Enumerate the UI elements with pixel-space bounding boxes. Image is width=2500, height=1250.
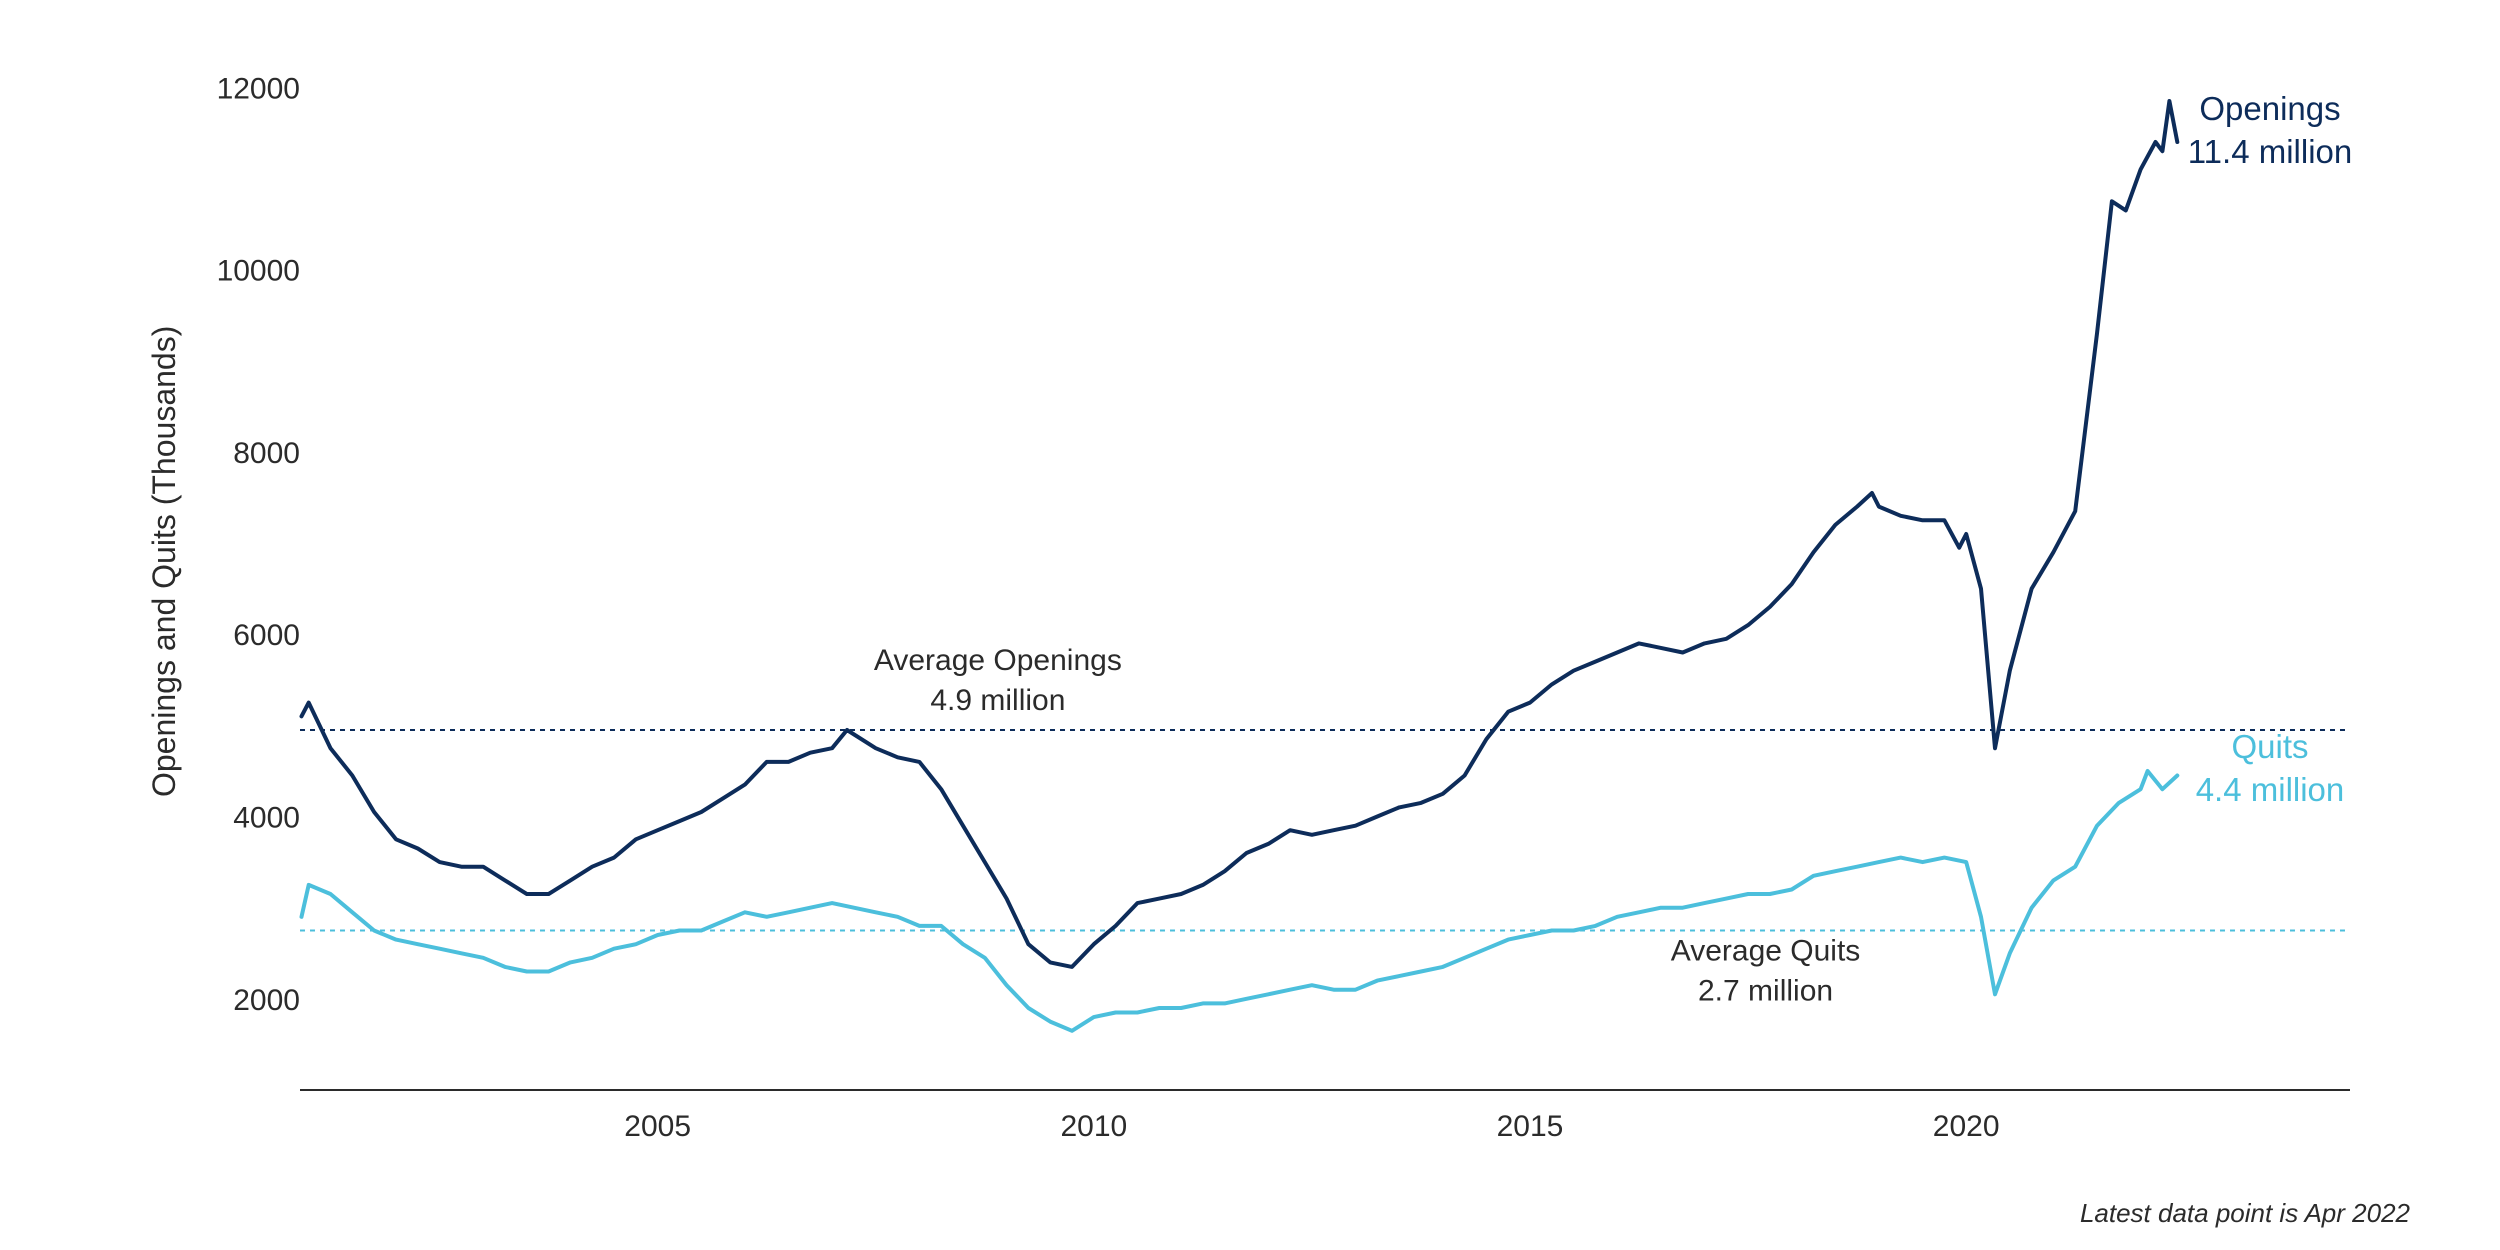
y-tick-label: 8000	[233, 437, 300, 470]
end-label-value: 11.4 million	[2188, 133, 2352, 170]
x-tick-label: 2020	[1933, 1110, 2000, 1143]
end-label-title: Quits	[2231, 728, 2308, 765]
series-line-openings	[299, 99, 2180, 969]
y-tick-label: 4000	[233, 802, 300, 835]
series-lines	[299, 99, 2180, 1033]
x-tick-label: 2015	[1497, 1110, 1564, 1143]
x-tick-label: 2010	[1060, 1110, 1127, 1143]
x-tick-label: 2005	[624, 1110, 691, 1143]
latest-data-note: Latest data point is Apr 2022	[2079, 1198, 2410, 1228]
y-axis-ticks: 2000 4000 6000 8000 10000 12000	[217, 72, 300, 1017]
end-label-value: 4.4 million	[2196, 771, 2345, 808]
y-tick-label: 10000	[217, 255, 300, 288]
reference-label-title: Average Openings	[874, 644, 1122, 677]
y-tick-label: 6000	[233, 619, 300, 652]
end-label-title: Openings	[2199, 90, 2340, 127]
y-axis-label: Openings and Quits (Thousands)	[146, 326, 182, 797]
reference-label-title: Average Quits	[1671, 934, 1861, 967]
end-labels: Openings 11.4 million Quits 4.4 million	[2188, 90, 2352, 808]
reference-lines: Average Openings 4.9 million Average Quits…	[300, 644, 2350, 1007]
reference-label-value: 4.9 million	[930, 684, 1065, 717]
x-axis-ticks: 2005 2010 2015 2020	[624, 1110, 1999, 1143]
reference-label-value: 2.7 million	[1698, 974, 1833, 1007]
y-tick-label: 12000	[217, 72, 300, 105]
series-line-quits	[299, 769, 2180, 1033]
y-tick-label: 2000	[233, 984, 300, 1017]
